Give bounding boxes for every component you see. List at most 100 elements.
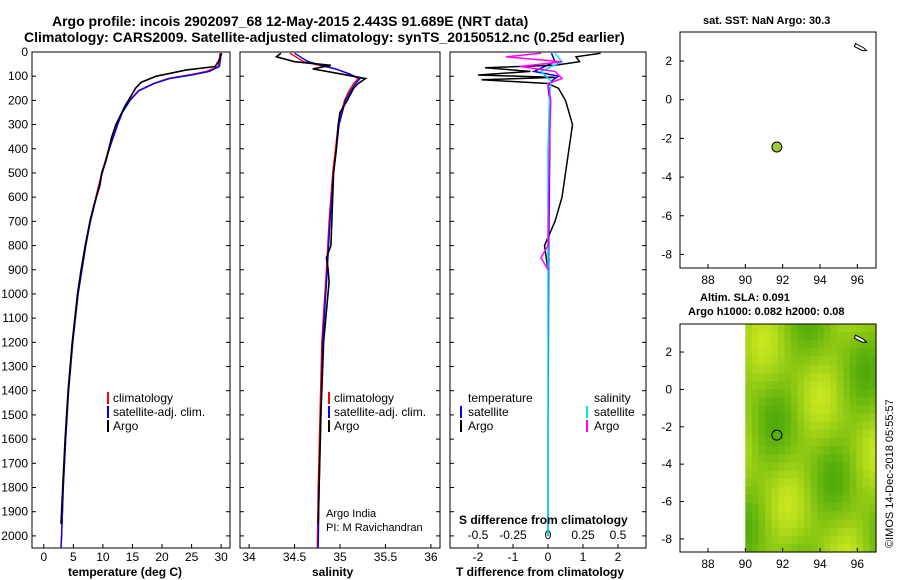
sla-map-title-2: Argo h1000: 0.082 h2000: 0.08 xyxy=(688,306,845,318)
sla-cell xyxy=(849,324,857,333)
sla-cell xyxy=(804,324,812,333)
sla-cell xyxy=(791,413,799,423)
sla-cell xyxy=(836,519,844,529)
lon-tick-label: 88 xyxy=(701,557,715,571)
x-tick-label: 34 xyxy=(242,550,256,564)
sla-cell xyxy=(745,324,753,333)
sla-cell xyxy=(758,389,766,398)
sla-cell xyxy=(745,462,753,472)
sla-cell xyxy=(745,405,753,415)
sla-cell xyxy=(869,421,877,431)
sla-cell xyxy=(751,486,759,496)
x-tick-label: -2 xyxy=(473,550,484,564)
sla-cell xyxy=(797,527,805,537)
sla-cell xyxy=(817,527,825,537)
sla-cell xyxy=(784,495,792,504)
sla-cell xyxy=(862,462,870,472)
x-tick-label: 34.5 xyxy=(283,550,307,564)
sla-cell xyxy=(771,511,779,520)
sla-cell xyxy=(778,535,786,545)
sla-cell xyxy=(758,503,766,512)
sla-cell xyxy=(817,519,825,529)
sla-cell xyxy=(758,446,766,455)
series-climatology-line xyxy=(60,53,221,549)
sla-cell xyxy=(836,535,844,545)
sla-cell xyxy=(830,495,838,504)
sla-cell xyxy=(758,535,766,545)
sla-cell xyxy=(869,356,877,366)
legend-label-climatology: climatology xyxy=(113,391,173,405)
sla-cell xyxy=(862,429,870,439)
legend-title-temperature: temperature xyxy=(468,391,533,405)
sla-cell xyxy=(830,519,838,529)
sla-cell xyxy=(817,438,825,447)
sla-cell xyxy=(849,503,857,512)
sla-cell xyxy=(817,421,825,431)
sla-cell xyxy=(797,438,805,447)
sla-cell xyxy=(836,421,844,431)
salinity-legend: climatology satellite-adj. clim. Argo xyxy=(328,391,426,433)
sla-cell xyxy=(797,462,805,472)
sla-cell xyxy=(810,356,818,366)
salinity-plot: 34 34.5 35 35.5 36 xyxy=(242,52,438,564)
lat-tick-label: -2 xyxy=(661,420,672,434)
sla-cell xyxy=(771,397,779,406)
sla-cell xyxy=(784,543,792,553)
sla-cell xyxy=(849,535,857,545)
sla-cell xyxy=(764,446,772,455)
sla-cell xyxy=(810,462,818,472)
sla-cell xyxy=(791,340,799,349)
sla-cell xyxy=(869,519,877,529)
lon-tick-label: 96 xyxy=(851,273,865,287)
sla-cell xyxy=(823,478,831,488)
sla-cell xyxy=(810,372,818,382)
sla-cell xyxy=(758,495,766,504)
sla-cell xyxy=(751,462,759,472)
sla-cell xyxy=(751,511,759,520)
lat-tick-label: 2 xyxy=(665,54,672,68)
sla-cell xyxy=(745,429,753,439)
sla-cell xyxy=(817,543,825,553)
sla-cell xyxy=(836,324,844,333)
sla-cell xyxy=(869,429,877,439)
sla-cell xyxy=(751,495,759,504)
sla-cell xyxy=(823,527,831,537)
sla-cell xyxy=(751,470,759,480)
sla-cell xyxy=(836,429,844,439)
sla-cell xyxy=(764,413,772,423)
depth-tick-label: 1800 xyxy=(1,481,28,495)
sla-cell xyxy=(862,397,870,406)
sla-cell xyxy=(830,405,838,415)
sla-cell xyxy=(758,348,766,358)
series-satellite-adj-clim--line xyxy=(60,53,222,549)
sla-cell xyxy=(869,364,877,374)
depth-tick-label: 1200 xyxy=(1,335,28,349)
sla-cell xyxy=(764,527,772,537)
temperature-panel xyxy=(31,51,231,549)
sla-cell xyxy=(771,364,779,374)
sla-cell xyxy=(797,535,805,545)
s-difference-label: S difference from climatology xyxy=(459,513,628,527)
sla-cell xyxy=(869,470,877,480)
sla-cell xyxy=(797,397,805,406)
series-salinity-argo-line xyxy=(505,52,564,271)
sla-cell xyxy=(804,405,812,415)
sla-cell xyxy=(862,535,870,545)
sla-cell xyxy=(849,438,857,447)
x-tick-label: 25 xyxy=(185,550,199,564)
sla-cell xyxy=(797,372,805,382)
sla-cell xyxy=(810,478,818,488)
sla-cell xyxy=(778,405,786,415)
sla-cell xyxy=(849,381,857,390)
sla-cell xyxy=(817,495,825,504)
sla-cell xyxy=(810,429,818,439)
sla-cell xyxy=(804,413,812,423)
sla-cell xyxy=(830,389,838,398)
sla-cell xyxy=(764,478,772,488)
difference-legend: temperature satellite Argo salinity sate… xyxy=(460,391,635,433)
sla-cell xyxy=(771,405,779,415)
imos-watermark: ©IMOS 14-Dec-2018 05:55:57 xyxy=(884,399,896,548)
sla-cell xyxy=(751,405,759,415)
sla-cell xyxy=(862,470,870,480)
